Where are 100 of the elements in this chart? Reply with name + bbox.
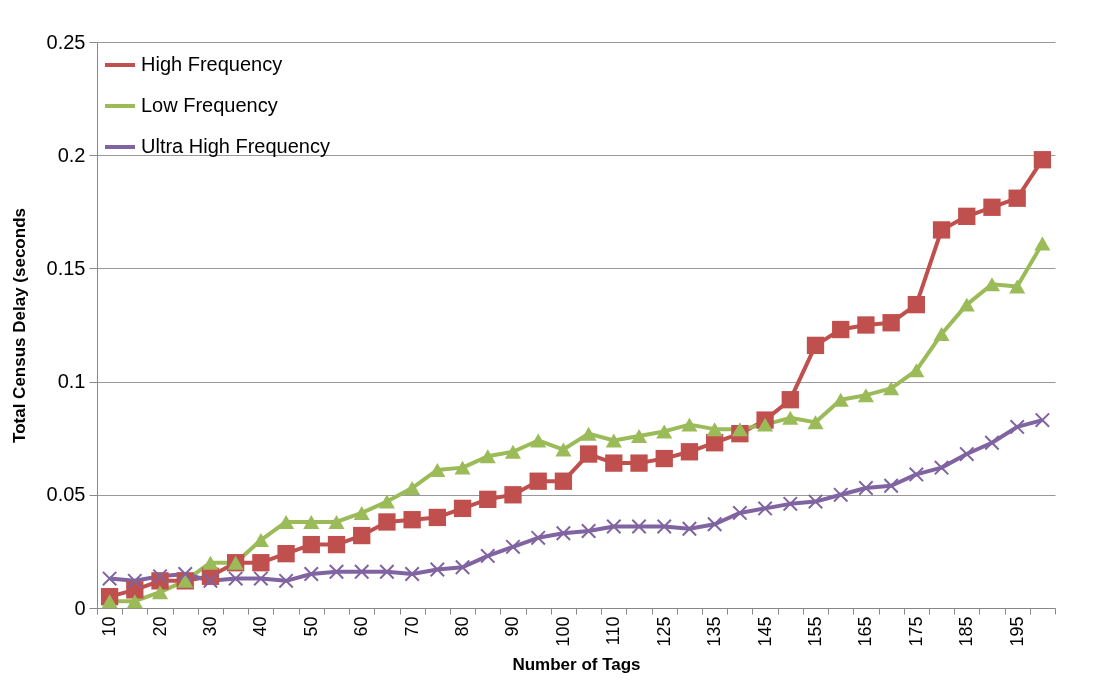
- point: [278, 514, 295, 529]
- point: [706, 422, 723, 437]
- x-tick-label: 100: [552, 616, 573, 647]
- point: [379, 564, 395, 580]
- point: [580, 426, 597, 441]
- x-tick-label: 125: [653, 616, 674, 647]
- point: [1009, 419, 1025, 435]
- x-tick-label: 165: [855, 616, 876, 647]
- point: [781, 391, 799, 409]
- point: [454, 559, 471, 575]
- point: [152, 568, 168, 585]
- point: [127, 573, 143, 589]
- point: [403, 511, 421, 529]
- point: [253, 570, 269, 587]
- point: [656, 518, 672, 535]
- point: [782, 410, 799, 425]
- point: [933, 327, 950, 342]
- point: [530, 530, 546, 546]
- point: [655, 449, 673, 468]
- point: [907, 295, 925, 314]
- point: [479, 449, 496, 464]
- x-tick-label: 135: [704, 616, 725, 647]
- point: [504, 486, 522, 504]
- point: [580, 523, 597, 539]
- y-tick-label: 0: [74, 596, 86, 619]
- point: [932, 221, 951, 239]
- point: [504, 444, 522, 459]
- point: [1008, 189, 1026, 207]
- point: [1034, 412, 1051, 428]
- point: [908, 363, 925, 378]
- y-tick-label: 0.2: [57, 143, 86, 166]
- point: [807, 493, 824, 510]
- point: [353, 505, 370, 520]
- point: [429, 561, 446, 578]
- point: [328, 564, 345, 580]
- point: [757, 500, 773, 517]
- point: [883, 478, 899, 494]
- point: [101, 594, 118, 609]
- point: [858, 480, 874, 496]
- point: [252, 554, 270, 572]
- x-tick-label: 175: [905, 616, 926, 647]
- point: [680, 443, 699, 461]
- point: [579, 445, 598, 463]
- point: [1033, 151, 1052, 169]
- point: [353, 526, 371, 545]
- point: [757, 417, 774, 432]
- legend-label: High Frequency: [141, 53, 283, 75]
- x-tick-label: 30: [199, 616, 220, 637]
- x-tick-label: 20: [149, 616, 170, 637]
- point: [429, 462, 446, 477]
- point: [958, 297, 975, 312]
- point: [555, 442, 572, 457]
- x-axis-title: Number of Tags: [512, 654, 641, 674]
- x-tick-label: 155: [805, 616, 825, 647]
- point: [605, 433, 622, 448]
- point: [732, 505, 748, 521]
- point: [554, 472, 573, 490]
- point: [857, 316, 875, 334]
- point: [505, 539, 521, 555]
- point: [857, 388, 874, 403]
- point: [378, 494, 395, 509]
- point: [327, 535, 346, 554]
- point: [630, 454, 648, 472]
- point: [227, 570, 244, 587]
- point: [883, 381, 900, 396]
- point: [479, 490, 497, 508]
- point: [530, 433, 547, 448]
- y-tick-label: 0.05: [46, 483, 86, 506]
- point: [277, 545, 295, 563]
- point: [1034, 236, 1051, 251]
- x-tick-label: 90: [502, 616, 523, 637]
- point: [959, 446, 975, 462]
- point: [126, 594, 143, 609]
- y-tick-label: 0.15: [46, 256, 86, 279]
- point: [404, 566, 420, 582]
- point: [453, 499, 472, 518]
- point: [706, 516, 723, 532]
- x-tick-label: 195: [1006, 616, 1027, 647]
- point: [806, 336, 825, 355]
- point: [782, 496, 798, 512]
- point: [731, 422, 748, 437]
- x-tick-label: 40: [250, 616, 271, 637]
- point: [832, 320, 850, 339]
- x-tick-label: 145: [754, 616, 775, 647]
- point: [681, 521, 698, 537]
- point: [151, 585, 169, 600]
- point: [1009, 279, 1026, 294]
- point: [605, 454, 623, 472]
- point: [480, 548, 496, 564]
- point: [933, 459, 950, 476]
- point: [302, 535, 320, 554]
- point: [303, 566, 319, 582]
- point: [529, 472, 547, 490]
- point: [807, 415, 824, 430]
- point: [958, 207, 976, 225]
- point: [202, 573, 219, 589]
- x-tick-label: 70: [401, 616, 422, 637]
- x-tick-label: 10: [99, 616, 120, 637]
- point: [378, 513, 396, 531]
- point: [630, 428, 648, 443]
